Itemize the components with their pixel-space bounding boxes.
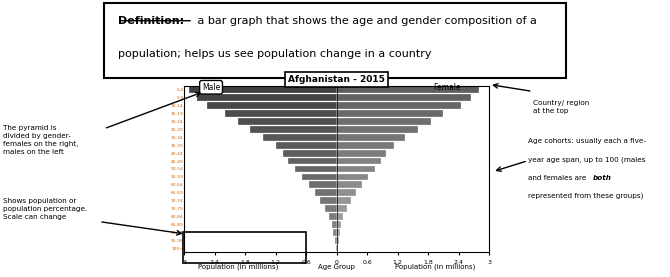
Bar — [336, 94, 471, 101]
Title: Afghanistan - 2015: Afghanistan - 2015 — [288, 75, 385, 84]
Bar — [332, 221, 336, 228]
Text: a bar graph that shows the age and gender composition of a: a bar graph that shows the age and gende… — [194, 16, 537, 26]
Bar — [336, 245, 338, 252]
Bar — [333, 229, 336, 236]
Text: Country/ region
at the top: Country/ region at the top — [533, 100, 589, 114]
Bar — [336, 166, 375, 172]
Bar — [336, 158, 381, 165]
Text: and females are: and females are — [528, 175, 588, 181]
Bar — [197, 94, 336, 101]
Text: Definition:: Definition: — [118, 16, 184, 26]
Bar — [207, 102, 336, 109]
Bar — [336, 181, 362, 188]
Bar — [295, 166, 336, 172]
Bar — [336, 221, 341, 228]
Bar — [336, 150, 387, 157]
Bar — [225, 110, 336, 117]
Bar — [334, 237, 336, 243]
Text: The pyramid is
divided by gender-
females on the right,
males on the left: The pyramid is divided by gender- female… — [3, 125, 79, 155]
Text: year age span, up to 100 (males: year age span, up to 100 (males — [528, 157, 645, 163]
FancyBboxPatch shape — [104, 3, 566, 78]
Bar — [320, 197, 336, 204]
Bar — [336, 173, 368, 180]
Bar — [283, 150, 336, 157]
Text: population; helps us see population change in a country: population; helps us see population chan… — [118, 49, 431, 59]
Bar — [326, 205, 336, 212]
Bar — [238, 118, 336, 125]
Bar — [309, 181, 336, 188]
Text: Shows population or
population percentage.
Scale can change: Shows population or population percentag… — [3, 198, 88, 220]
Bar — [336, 86, 479, 93]
Bar — [336, 237, 339, 243]
Text: Female: Female — [433, 83, 462, 92]
Text: Population (in millions): Population (in millions) — [395, 264, 476, 270]
Text: Age cohorts: usually each a five-: Age cohorts: usually each a five- — [528, 138, 646, 145]
Bar — [336, 229, 340, 236]
Bar — [336, 205, 347, 212]
Bar — [190, 86, 336, 93]
Bar — [288, 158, 336, 165]
Text: represented from these groups): represented from these groups) — [528, 193, 643, 199]
Bar — [336, 213, 343, 220]
Bar — [336, 102, 461, 109]
Bar — [316, 189, 336, 196]
Text: Age Group: Age Group — [318, 264, 355, 270]
Text: Population (in millions): Population (in millions) — [198, 264, 278, 270]
Bar — [336, 134, 405, 141]
Bar — [276, 142, 336, 148]
Text: both: both — [593, 175, 612, 181]
Text: Male: Male — [202, 83, 220, 92]
Bar — [336, 142, 393, 148]
Bar — [336, 126, 418, 133]
Bar — [336, 110, 444, 117]
Bar — [336, 197, 351, 204]
Bar — [263, 134, 336, 141]
Bar — [251, 126, 336, 133]
Bar — [336, 118, 431, 125]
Bar — [329, 213, 336, 220]
Bar — [302, 173, 336, 180]
Bar — [336, 189, 356, 196]
